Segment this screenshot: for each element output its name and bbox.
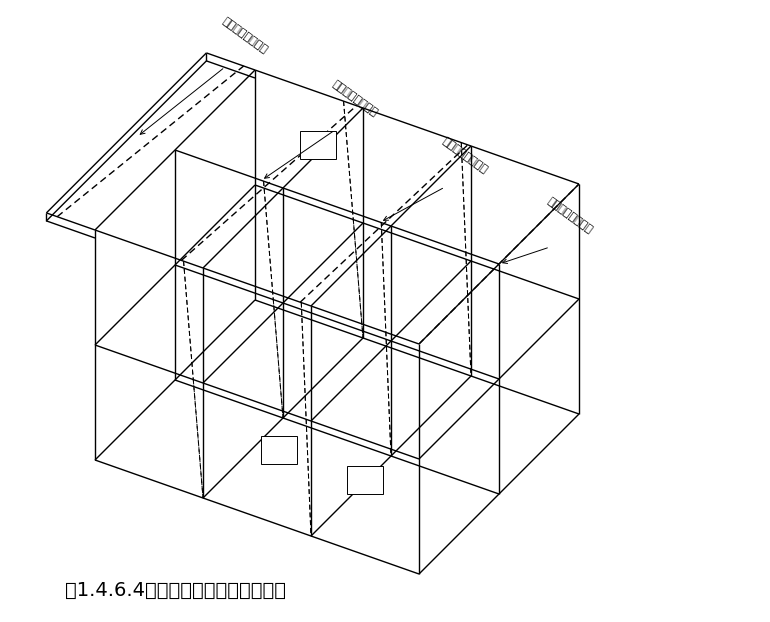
Bar — [347, 466, 383, 494]
Bar — [300, 131, 336, 159]
Text: 変形中の耐力壁線: 変形中の耐力壁線 — [440, 136, 489, 175]
Text: 図1.4.6.4　水平力と耐力要素の変形: 図1.4.6.4 水平力と耐力要素の変形 — [65, 580, 286, 600]
Text: 変形小の耐力壁線: 変形小の耐力壁線 — [545, 196, 594, 235]
Text: 変形大の耐力壁線: 変形大の耐力壁線 — [330, 79, 379, 118]
Bar — [260, 436, 296, 464]
Text: 変形小の耐力壁線: 変形小の耐力壁線 — [220, 16, 269, 55]
